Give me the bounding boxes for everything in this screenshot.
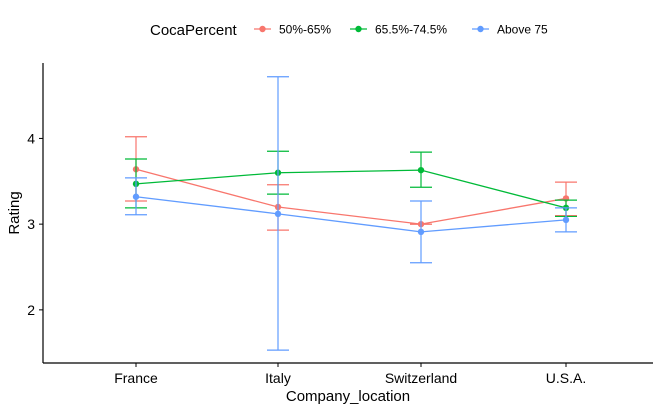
legend-title: CocaPercent [150,22,238,39]
series-50-65 [125,136,577,231]
x-axis-title: Company_location [286,388,410,405]
data-point-above-75 [562,216,570,224]
legend: CocaPercent 50%-65% 65.5%-74.5% Above 75 [150,22,548,39]
data-point-above-75 [274,210,282,218]
legend-key-point-above-75 [477,25,484,33]
legend-key-point-65-5-74-5 [355,25,362,33]
series-above-75 [125,76,577,351]
x-tick-label: Italy [265,370,291,386]
series-line-65-5-74-5 [135,169,567,209]
data-point-65-5-74-5 [417,166,425,174]
legend-key-point-50-65 [259,25,266,33]
y-tick-label: 4 [27,130,35,146]
plot-area [125,76,577,351]
y-tick-label: 3 [27,216,35,232]
y-axis: 2 3 4 [27,130,43,318]
legend-label-above-75: Above 75 [497,23,548,37]
x-axis: France Italy Switzerland U.S.A. [114,363,586,386]
legend-label-50-65: 50%-65% [279,23,331,37]
x-tick-label: Switzerland [385,370,457,386]
data-point-above-75 [132,193,140,200]
x-tick-label: U.S.A. [546,370,586,386]
series-line-50-65 [135,168,567,225]
legend-label-65-5-74-5: 65.5%-74.5% [375,23,447,37]
y-axis-title: Rating [6,191,23,234]
x-tick-label: France [114,370,158,386]
y-tick-label: 2 [27,302,35,318]
data-point-above-75 [417,228,425,236]
series-line-above-75 [135,196,567,233]
